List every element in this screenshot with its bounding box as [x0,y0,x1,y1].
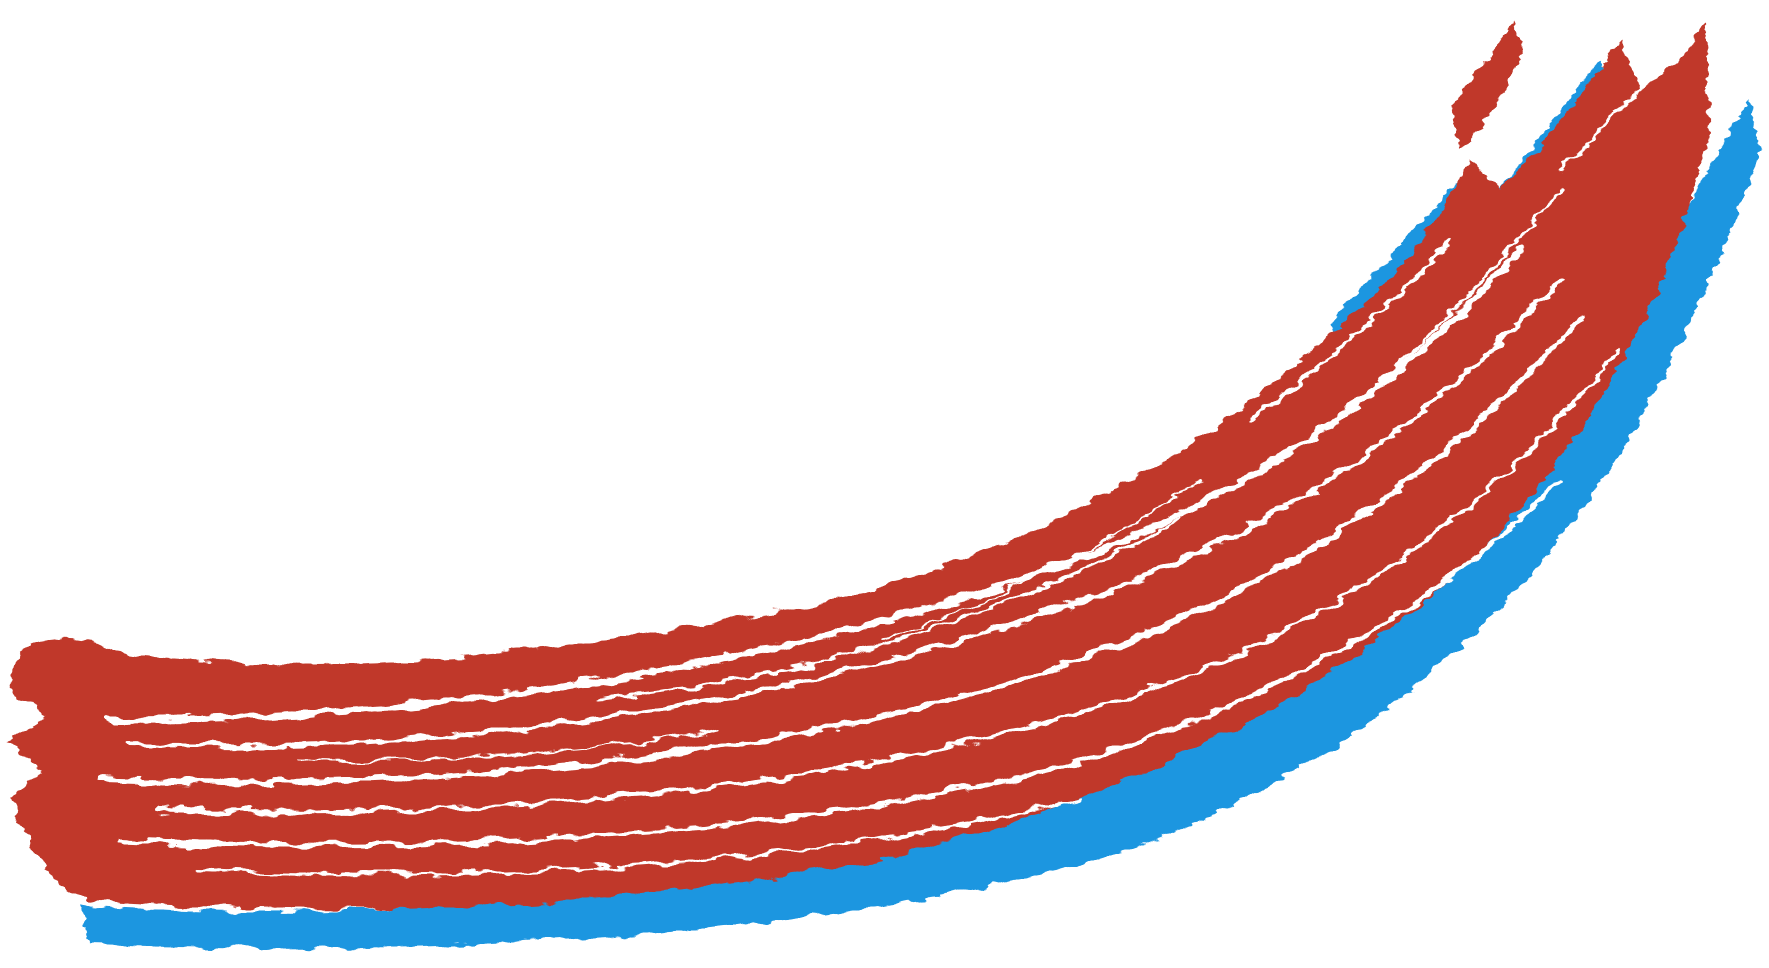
white-streaks [97,68,1662,876]
red-stroke [5,20,1710,909]
